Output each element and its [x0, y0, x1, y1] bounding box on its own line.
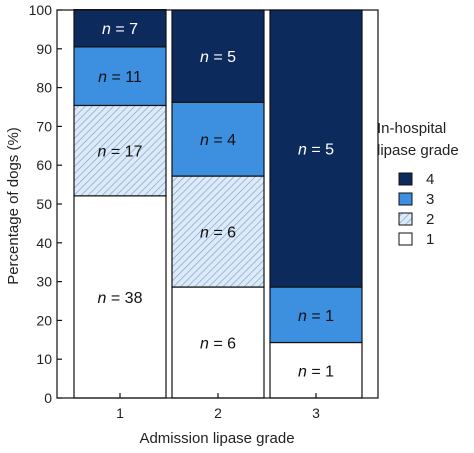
bar-segment-2-grade-3 [171, 101, 265, 177]
segment-count-label: n = 6 [200, 225, 236, 242]
bar-segment-3-grade-4 [269, 9, 363, 288]
bars-layer: n = 38 n = 17 n = 11 n = 7 n = 6 n = 6 n = 4 n … [73, 9, 363, 399]
legend-swatch-grade-2 [398, 212, 413, 226]
segment-count-label: n = 17 [98, 144, 143, 161]
legend-label-grade-3: 3 [426, 191, 434, 208]
legend-swatch-grade-3 [398, 192, 413, 206]
y-tick-label: 40 [36, 235, 52, 251]
bar-segment-3-grade-3 [269, 286, 363, 344]
segment-count-label: n = 5 [298, 142, 334, 159]
x-tick-label: 3 [312, 405, 320, 421]
legend-swatch-grade-4 [398, 172, 413, 186]
segment-count-label: n = 4 [200, 132, 236, 149]
y-tick-label: 10 [36, 351, 52, 367]
segment-count-label: n = 1 [298, 363, 334, 380]
axis-layer: 0 10 20 30 40 50 60 70 80 90 100 1 2 3 [29, 2, 379, 421]
segment-count-label: n = 7 [102, 21, 138, 38]
y-tick-label: 50 [36, 196, 52, 212]
x-tick-label: 2 [214, 405, 222, 421]
segment-count-label: n = 38 [98, 290, 143, 307]
y-tick-label: 0 [44, 390, 52, 406]
y-tick-label: 30 [36, 274, 52, 290]
legend-title-line1: In-hospital [377, 120, 446, 137]
bar-segment-1-grade-2 [73, 104, 167, 197]
x-tick-label: 1 [116, 405, 124, 421]
bar-segment-2-grade-1 [171, 286, 265, 399]
legend-swatch-grade-1 [398, 232, 413, 246]
bar-segment-1-grade-1 [73, 195, 167, 399]
y-tick-label: 20 [36, 312, 52, 328]
bar-segment-2-grade-4 [171, 9, 265, 103]
legend-title-line2: lipase grade [377, 142, 459, 159]
segment-count-label: n = 1 [298, 308, 334, 325]
legend: In-hospital lipase grade 4 3 2 1 [377, 120, 459, 248]
y-tick-label: 70 [36, 118, 52, 134]
bar-segment-1-grade-4 [73, 9, 167, 48]
legend-label-grade-4: 4 [426, 171, 434, 188]
bar-segment-2-grade-2 [171, 175, 265, 288]
y-tick-label: 90 [36, 41, 52, 57]
y-tick-label: 60 [36, 157, 52, 173]
y-tick-label: 100 [29, 2, 53, 18]
segment-count-label: n = 5 [200, 49, 236, 66]
segment-count-label: n = 11 [98, 69, 142, 86]
y-axis-title: Percentage of dogs (%) [5, 127, 22, 285]
x-axis-title: Admission lipase grade [139, 430, 294, 447]
legend-label-grade-1: 1 [426, 231, 434, 248]
y-tick-label: 80 [36, 80, 52, 96]
legend-label-grade-2: 2 [426, 211, 434, 228]
segment-count-label: n = 6 [200, 336, 236, 353]
